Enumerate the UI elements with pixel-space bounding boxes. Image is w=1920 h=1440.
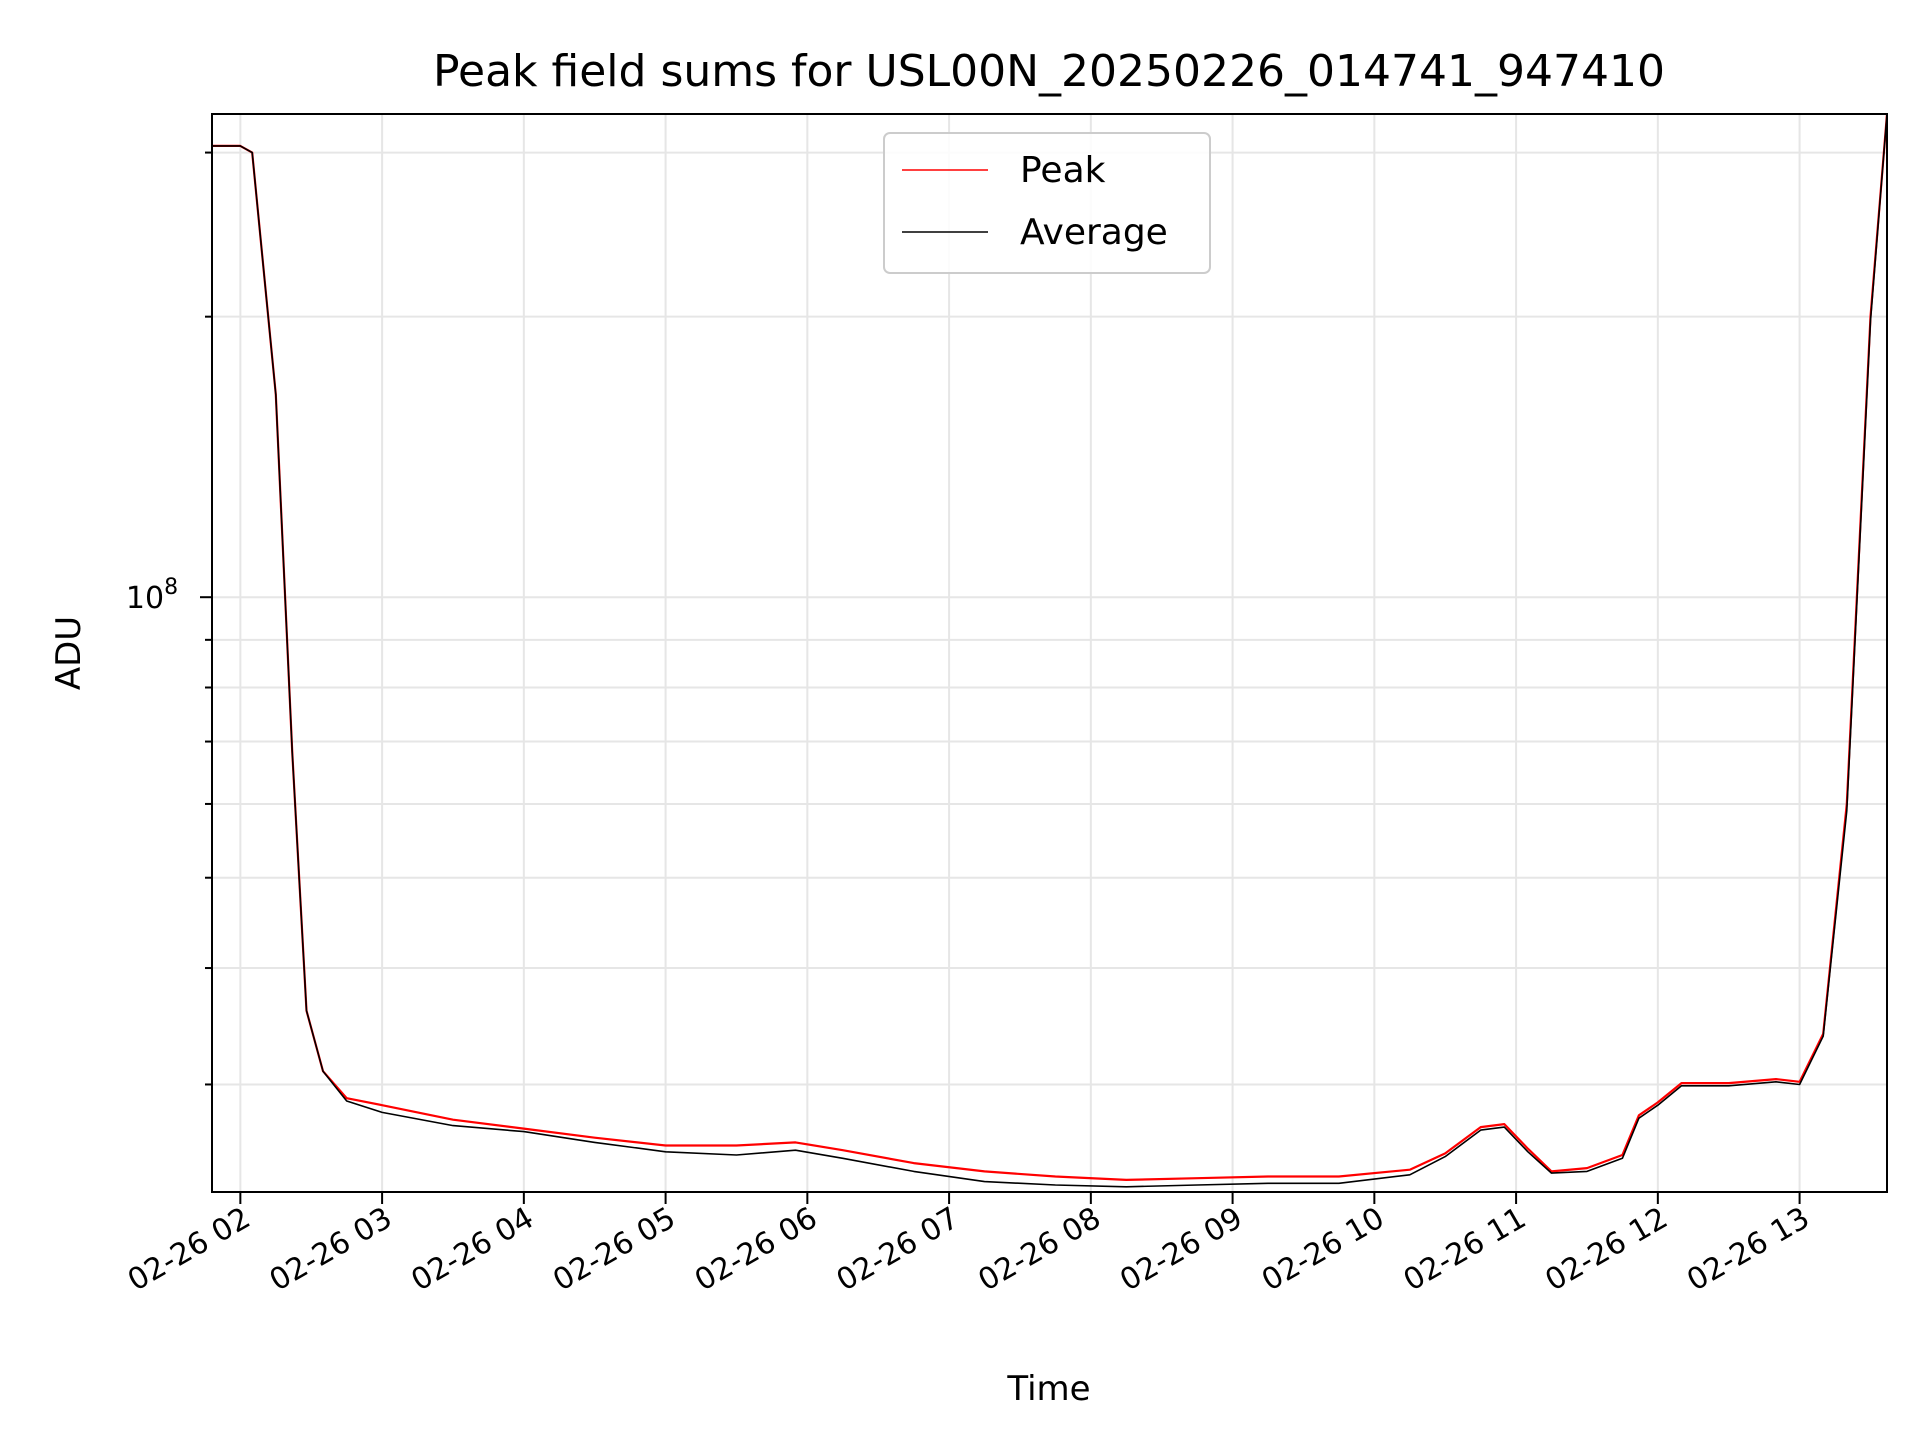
x-tick-label: 02-26 12	[1540, 1201, 1674, 1299]
legend-box	[883, 132, 1211, 274]
x-axis: 02-26 02 02-26 03 02-26 04 02-26 05 02-26 06…	[122, 1192, 1816, 1298]
y-axis-label: ADU	[49, 616, 89, 690]
chart-title: Peak field sums for USL00N_20250226_0147…	[433, 46, 1665, 97]
x-tick-label: 02-26 09	[1114, 1201, 1248, 1299]
x-tick-label: 02-26 07	[831, 1201, 965, 1299]
x-tick-label: 02-26 06	[689, 1201, 823, 1299]
grid	[212, 114, 1887, 1192]
series-line-average	[212, 114, 1887, 1188]
series-line-peak	[212, 114, 1887, 1182]
x-tick-label: 02-26 08	[973, 1201, 1107, 1299]
x-tick-label: 02-26 11	[1398, 1201, 1532, 1299]
x-tick-label: 02-26 02	[122, 1201, 256, 1299]
legend: Peak Average	[883, 132, 1211, 274]
plot-frame	[211, 113, 1888, 1193]
y-axis: 108	[126, 151, 212, 1086]
legend-label-peak: Peak	[1020, 150, 1106, 191]
x-tick-label: 02-26 13	[1681, 1201, 1815, 1299]
x-tick-label: 02-26 10	[1256, 1201, 1390, 1299]
x-tick-label: 02-26 03	[264, 1201, 398, 1299]
x-tick-label: 02-26 04	[406, 1201, 540, 1299]
series-layer	[212, 114, 1887, 1188]
y-tick-label: 108	[126, 575, 178, 616]
x-axis-label: Time	[1006, 1369, 1090, 1409]
x-tick-label: 02-26 05	[547, 1201, 681, 1299]
legend-label-average: Average	[1020, 212, 1168, 253]
